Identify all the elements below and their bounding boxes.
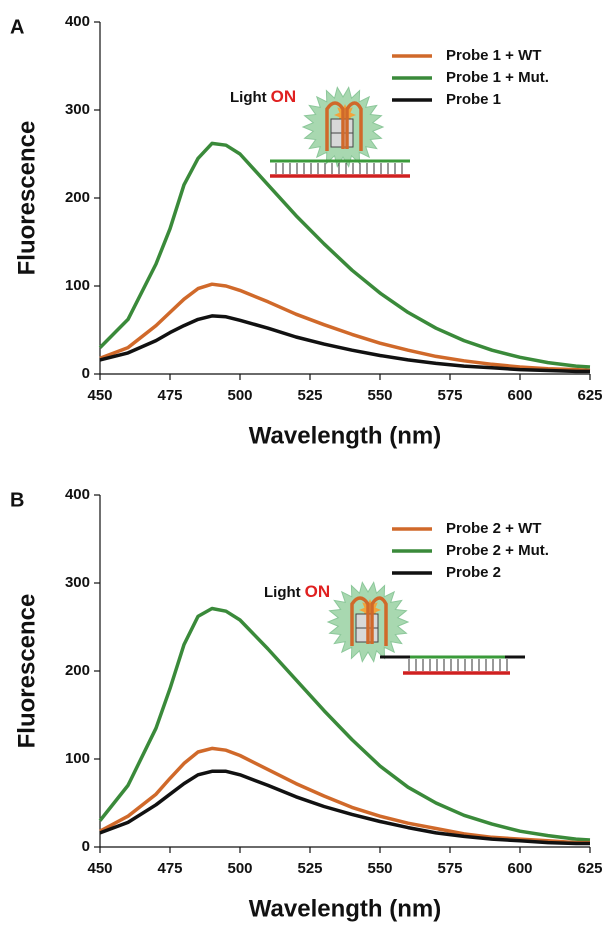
x-axis-title: Wavelength (nm) xyxy=(249,422,441,449)
series-line xyxy=(99,282,591,373)
y-tick-label: 0 xyxy=(82,838,90,855)
y-tick-label: 200 xyxy=(65,189,90,206)
x-tick-label: 600 xyxy=(507,387,532,404)
y-tick-label: 100 xyxy=(65,750,90,767)
legend-label: Probe 1 xyxy=(446,91,501,108)
legend-label: Probe 2 + Mut. xyxy=(446,542,549,559)
legend-label: Probe 2 xyxy=(446,564,501,581)
x-tick-label: 475 xyxy=(157,387,182,404)
quadruplex-strand xyxy=(350,596,388,646)
y-tick-label: 400 xyxy=(65,13,90,30)
panel: B 0 100 200 300 400 450 475 500 525 550 575 600 625 Wa… xyxy=(10,486,603,922)
annotation-highlight: ON xyxy=(271,87,297,106)
legend-label: Probe 1 + WT xyxy=(446,47,541,64)
annotation-highlight: ON xyxy=(305,582,331,601)
x-tick-label: 550 xyxy=(367,387,392,404)
y-tick-label: 300 xyxy=(65,574,90,591)
x-tick-label: 625 xyxy=(577,387,602,404)
x-tick-label: 575 xyxy=(437,387,462,404)
series-line xyxy=(99,314,590,374)
annotation-text: Light xyxy=(264,584,301,601)
series-line xyxy=(99,746,590,845)
x-tick-label: 475 xyxy=(157,860,182,877)
y-tick-label: 200 xyxy=(65,662,90,679)
probe-icon xyxy=(326,581,525,675)
y-tick-label: 100 xyxy=(65,277,90,294)
annotation: Light ON xyxy=(230,87,296,106)
x-tick-label: 600 xyxy=(507,860,532,877)
x-tick-label: 575 xyxy=(437,860,462,877)
y-axis-title: Fluorescence xyxy=(13,121,40,276)
x-tick-label: 500 xyxy=(227,387,252,404)
x-tick-label: 450 xyxy=(87,860,112,877)
panel-label: B xyxy=(10,489,24,511)
x-axis-title: Wavelength (nm) xyxy=(249,895,441,922)
y-axis-title: Fluorescence xyxy=(13,594,40,749)
y-tick-label: 0 xyxy=(82,365,90,382)
annotation-text: Light xyxy=(230,89,267,106)
series-line xyxy=(99,769,590,846)
quadruplex-strand xyxy=(325,101,363,151)
x-tick-label: 625 xyxy=(577,860,602,877)
x-tick-label: 550 xyxy=(367,860,392,877)
annotation: Light ON xyxy=(264,582,330,601)
x-tick-label: 500 xyxy=(227,860,252,877)
panel-label: A xyxy=(10,16,24,38)
series-line xyxy=(98,606,591,842)
legend-label: Probe 2 + WT xyxy=(446,520,541,537)
x-tick-label: 450 xyxy=(87,387,112,404)
panel: A 0 100 200 300 400 450 475 500 525 550 575 600 625 Wa… xyxy=(10,13,603,449)
y-tick-label: 300 xyxy=(65,101,90,118)
series-line xyxy=(98,141,591,369)
probe-icon xyxy=(270,86,410,178)
x-tick-label: 525 xyxy=(297,387,322,404)
x-tick-label: 525 xyxy=(297,860,322,877)
legend-label: Probe 1 + Mut. xyxy=(446,69,549,86)
y-tick-label: 400 xyxy=(65,486,90,503)
